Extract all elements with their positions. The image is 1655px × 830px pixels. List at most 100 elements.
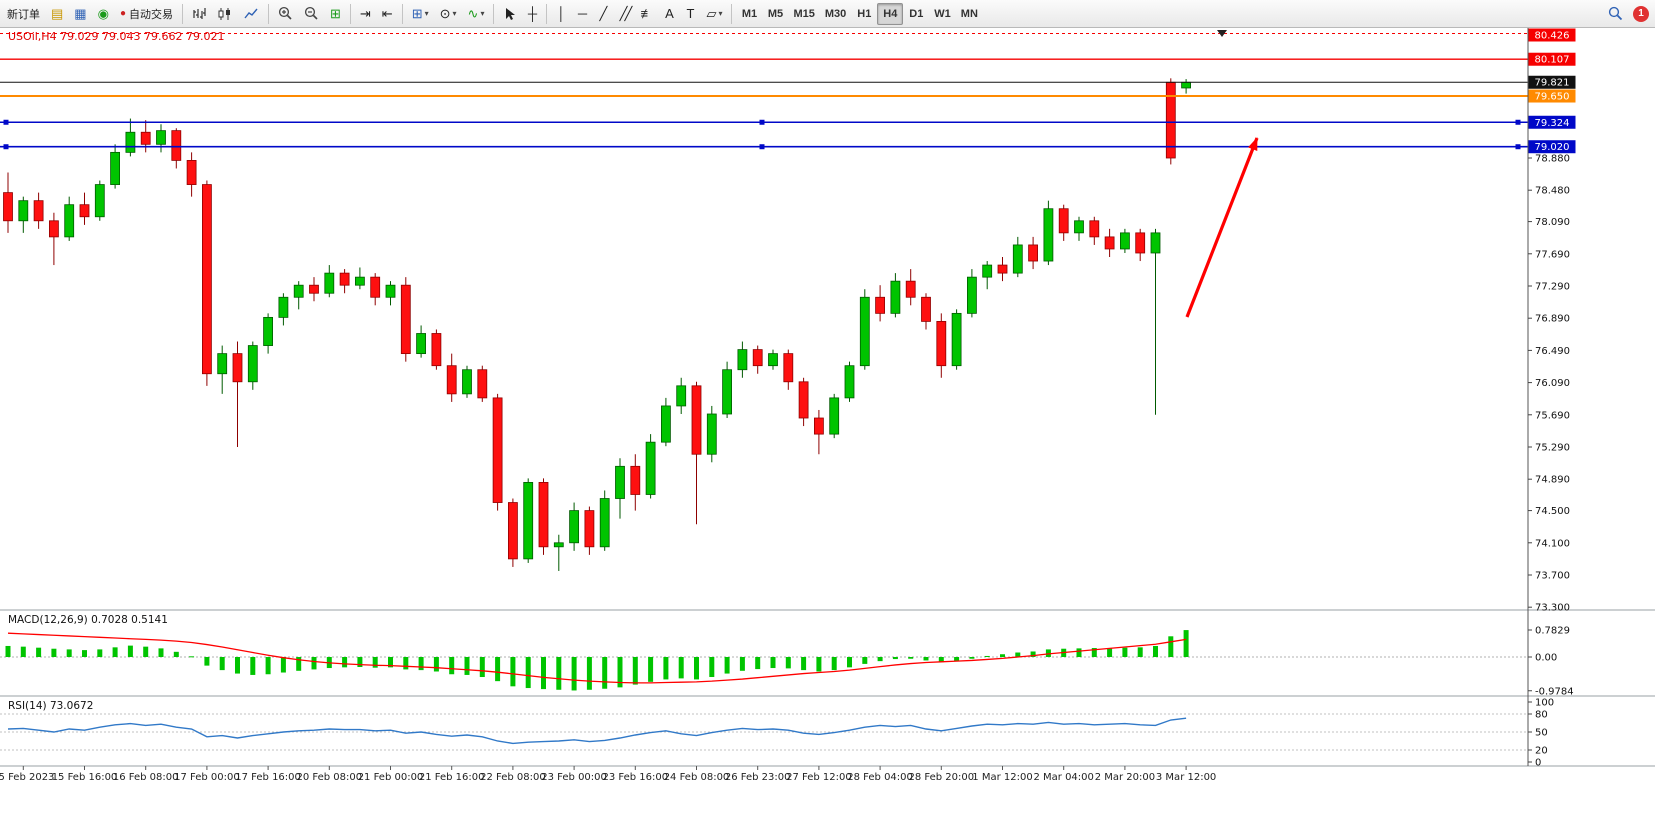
chevron-down-icon: ▾ [480,9,485,18]
svg-text:0: 0 [1535,758,1541,769]
svg-text:0.7829: 0.7829 [1535,625,1570,636]
svg-text:76.890: 76.890 [1535,314,1570,325]
svg-text:76.090: 76.090 [1535,378,1570,389]
shapes-dropdown[interactable]: ▱ ▾ [701,3,727,25]
svg-text:0.00: 0.00 [1535,653,1557,664]
svg-text:15 Feb 16:00: 15 Feb 16:00 [52,772,118,783]
svg-text:75.690: 75.690 [1535,410,1570,421]
timeframe-h4[interactable]: H4 [877,2,904,25]
svg-text:RSI(14) 73.0672: RSI(14) 73.0672 [8,700,93,712]
svg-text:80: 80 [1535,710,1548,721]
timeframe-d1[interactable]: D1 [903,3,929,25]
timeframe-h1[interactable]: H1 [851,3,877,25]
svg-text:100: 100 [1535,698,1554,709]
new-order-button[interactable]: 新订单 [2,3,45,25]
bar-chart-icon[interactable] [187,3,212,25]
timeframe-m1[interactable]: M1 [736,3,762,25]
tile-windows-icon[interactable]: ⊞ [325,3,346,25]
alerts-icon[interactable]: ◉ [93,3,114,25]
svg-text:73.300: 73.300 [1535,603,1570,614]
horizontal-line-icon[interactable]: ─ [572,3,592,25]
svg-text:73.700: 73.700 [1535,570,1570,581]
svg-text:21 Feb 16:00: 21 Feb 16:00 [419,772,485,783]
svg-text:-0.9784: -0.9784 [1535,686,1574,697]
timeframe-m5[interactable]: M5 [762,3,788,25]
timeframe-group: M1 M5 M15 M30 H1 H4 D1 W1 MN [736,2,983,25]
svg-text:20 Feb 08:00: 20 Feb 08:00 [296,772,362,783]
period-clock-dropdown[interactable]: ⊙ ▾ [435,3,462,25]
svg-text:75.290: 75.290 [1535,442,1570,453]
svg-text:74.890: 74.890 [1535,475,1570,486]
crosshair-icon[interactable]: ┼ [522,3,542,25]
timeframe-mn[interactable]: MN [956,3,983,25]
separator [493,3,495,24]
svg-text:22 Feb 08:00: 22 Feb 08:00 [480,772,546,783]
notification-badge[interactable]: 1 [1633,5,1649,22]
svg-text:24 Feb 08:00: 24 Feb 08:00 [664,772,730,783]
svg-text:78.090: 78.090 [1535,217,1570,228]
cursor-icon[interactable] [498,3,521,25]
candlestick-chart-icon[interactable] [213,3,238,25]
auto-trading-icon: ● [119,7,126,19]
svg-text:50: 50 [1535,728,1548,739]
fibonacci-icon[interactable]: ≢ [635,3,658,25]
svg-text:20: 20 [1535,746,1548,757]
timeframe-m30[interactable]: M30 [820,3,851,25]
vertical-line-icon[interactable]: │ [551,3,571,25]
zoom-out-icon[interactable] [299,3,324,25]
chevron-down-icon: ▾ [718,9,723,18]
zoom-in-icon[interactable] [273,3,298,25]
chart-shift-icon[interactable]: ⇤ [377,3,398,25]
svg-text:23 Feb 16:00: 23 Feb 16:00 [602,772,668,783]
svg-text:2 Mar 20:00: 2 Mar 20:00 [1095,772,1155,783]
svg-text:76.490: 76.490 [1535,346,1570,357]
text-label-icon[interactable]: T [680,3,700,25]
svg-text:23 Feb 00:00: 23 Feb 00:00 [541,772,607,783]
separator [546,3,548,24]
svg-text:79.020: 79.020 [1535,142,1570,153]
svg-text:17 Feb 00:00: 17 Feb 00:00 [174,772,240,783]
svg-text:USOil,H4 79.029 79.043 79.662: USOil,H4 79.029 79.043 79.662 79.021 [8,30,225,43]
timeframe-m15[interactable]: M15 [788,3,819,25]
trendline-icon[interactable]: ╱ [593,3,613,25]
timeframe-w1[interactable]: W1 [929,3,956,25]
chart-canvas[interactable]: 80.426 80.107 79.821 79.650 79.324 79.02078.8… [0,28,1655,830]
svg-text:27 Feb 12:00: 27 Feb 12:00 [786,772,852,783]
svg-text:28 Feb 20:00: 28 Feb 20:00 [908,772,974,783]
svg-text:74.500: 74.500 [1535,506,1570,517]
svg-text:78.480: 78.480 [1535,186,1570,197]
separator [401,3,403,24]
line-chart-icon[interactable] [239,3,264,25]
toolbar: 新订单 ▤ ▦ ◉ ● 自动交易 ⊞ ⇥ ⇤ ⊞ ▾ ⊙ ▾ ∿ ▾ ┼ │ ─ ╱ … [0,0,1655,28]
chevron-down-icon: ▾ [452,9,457,18]
layers-icon[interactable]: ▤ [46,3,68,25]
svg-text:15 Feb 2023: 15 Feb 2023 [0,772,54,783]
svg-text:17 Feb 16:00: 17 Feb 16:00 [235,772,301,783]
svg-text:16 Feb 08:00: 16 Feb 08:00 [113,772,179,783]
svg-text:21 Feb 00:00: 21 Feb 00:00 [358,772,424,783]
svg-text:2 Mar 04:00: 2 Mar 04:00 [1033,772,1093,783]
indicators-dropdown[interactable]: ∿ ▾ [463,3,490,25]
separator [349,3,351,24]
chart-grid-dropdown[interactable]: ⊞ ▾ [407,3,434,25]
separator [267,3,269,24]
chevron-down-icon: ▾ [424,9,429,18]
chart-window: 80.426 80.107 79.821 79.650 79.324 79.020 78.8… [0,28,1655,830]
svg-text:78.880: 78.880 [1535,154,1570,165]
svg-text:79.821: 79.821 [1535,78,1570,89]
svg-text:26 Feb 23:00: 26 Feb 23:00 [725,772,791,783]
svg-text:79.650: 79.650 [1535,92,1570,103]
channel-icon[interactable]: ╱╱ [614,3,634,25]
auto-scroll-icon[interactable]: ⇥ [355,3,376,25]
separator [181,3,183,24]
svg-text:1 Mar 12:00: 1 Mar 12:00 [972,772,1032,783]
svg-text:79.324: 79.324 [1535,118,1570,129]
svg-text:80.426: 80.426 [1535,31,1570,42]
svg-text:80.107: 80.107 [1535,55,1570,66]
text-icon[interactable]: A [659,3,679,25]
svg-text:74.100: 74.100 [1535,538,1570,549]
auto-trading-button[interactable]: ● 自动交易 [115,3,178,25]
search-icon[interactable] [1603,3,1628,25]
profiles-icon[interactable]: ▦ [69,3,91,25]
svg-text:77.690: 77.690 [1535,249,1570,260]
